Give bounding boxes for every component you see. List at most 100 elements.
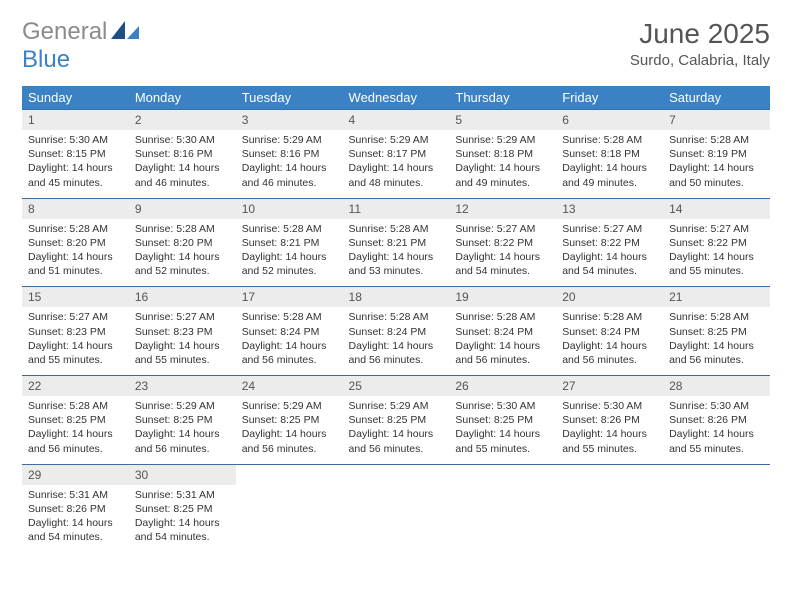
calendar-day-cell: 30Sunrise: 5:31 AMSunset: 8:25 PMDayligh…	[129, 464, 236, 552]
day-body: Sunrise: 5:28 AMSunset: 8:24 PMDaylight:…	[343, 307, 450, 375]
day-number: 5	[449, 110, 556, 130]
weekday-header: Tuesday	[236, 86, 343, 110]
calendar-table: SundayMondayTuesdayWednesdayThursdayFrid…	[22, 86, 770, 552]
day-body: Sunrise: 5:28 AMSunset: 8:25 PMDaylight:…	[22, 396, 129, 464]
day-number: 1	[22, 110, 129, 130]
calendar-week-row: 15Sunrise: 5:27 AMSunset: 8:23 PMDayligh…	[22, 287, 770, 376]
day-body: Sunrise: 5:28 AMSunset: 8:20 PMDaylight:…	[129, 219, 236, 287]
calendar-week-row: 22Sunrise: 5:28 AMSunset: 8:25 PMDayligh…	[22, 376, 770, 465]
calendar-day-cell: 29Sunrise: 5:31 AMSunset: 8:26 PMDayligh…	[22, 464, 129, 552]
day-number: 24	[236, 376, 343, 396]
day-body: Sunrise: 5:28 AMSunset: 8:19 PMDaylight:…	[663, 130, 770, 198]
calendar-day-cell: 7Sunrise: 5:28 AMSunset: 8:19 PMDaylight…	[663, 110, 770, 199]
day-number: 13	[556, 199, 663, 219]
page-title: June 2025	[630, 18, 770, 50]
calendar-day-cell	[449, 464, 556, 552]
logo-sail-icon	[111, 21, 139, 39]
day-body: Sunrise: 5:29 AMSunset: 8:25 PMDaylight:…	[343, 396, 450, 464]
calendar-day-cell: 19Sunrise: 5:28 AMSunset: 8:24 PMDayligh…	[449, 287, 556, 376]
weekday-header: Monday	[129, 86, 236, 110]
calendar-week-row: 1Sunrise: 5:30 AMSunset: 8:15 PMDaylight…	[22, 110, 770, 199]
day-body: Sunrise: 5:27 AMSunset: 8:23 PMDaylight:…	[22, 307, 129, 375]
day-number: 4	[343, 110, 450, 130]
day-body: Sunrise: 5:28 AMSunset: 8:21 PMDaylight:…	[343, 219, 450, 287]
day-body: Sunrise: 5:31 AMSunset: 8:25 PMDaylight:…	[129, 485, 236, 553]
calendar-day-cell: 25Sunrise: 5:29 AMSunset: 8:25 PMDayligh…	[343, 376, 450, 465]
day-body: Sunrise: 5:29 AMSunset: 8:18 PMDaylight:…	[449, 130, 556, 198]
calendar-day-cell: 2Sunrise: 5:30 AMSunset: 8:16 PMDaylight…	[129, 110, 236, 199]
day-number: 14	[663, 199, 770, 219]
day-body: Sunrise: 5:28 AMSunset: 8:24 PMDaylight:…	[556, 307, 663, 375]
calendar-day-cell: 12Sunrise: 5:27 AMSunset: 8:22 PMDayligh…	[449, 198, 556, 287]
day-number: 26	[449, 376, 556, 396]
day-number: 7	[663, 110, 770, 130]
calendar-day-cell: 15Sunrise: 5:27 AMSunset: 8:23 PMDayligh…	[22, 287, 129, 376]
logo-text-blue: Blue	[22, 46, 70, 73]
calendar-day-cell: 18Sunrise: 5:28 AMSunset: 8:24 PMDayligh…	[343, 287, 450, 376]
day-body: Sunrise: 5:27 AMSunset: 8:23 PMDaylight:…	[129, 307, 236, 375]
page-subtitle: Surdo, Calabria, Italy	[630, 52, 770, 69]
calendar-body: 1Sunrise: 5:30 AMSunset: 8:15 PMDaylight…	[22, 110, 770, 553]
calendar-day-cell: 13Sunrise: 5:27 AMSunset: 8:22 PMDayligh…	[556, 198, 663, 287]
day-number: 17	[236, 287, 343, 307]
calendar-day-cell: 11Sunrise: 5:28 AMSunset: 8:21 PMDayligh…	[343, 198, 450, 287]
day-number: 22	[22, 376, 129, 396]
logo: General Blue	[22, 18, 139, 74]
calendar-day-cell	[663, 464, 770, 552]
day-number: 9	[129, 199, 236, 219]
weekday-header: Friday	[556, 86, 663, 110]
calendar-day-cell: 16Sunrise: 5:27 AMSunset: 8:23 PMDayligh…	[129, 287, 236, 376]
day-body: Sunrise: 5:30 AMSunset: 8:16 PMDaylight:…	[129, 130, 236, 198]
day-body: Sunrise: 5:30 AMSunset: 8:15 PMDaylight:…	[22, 130, 129, 198]
day-number: 30	[129, 465, 236, 485]
day-body: Sunrise: 5:29 AMSunset: 8:25 PMDaylight:…	[129, 396, 236, 464]
weekday-header: Wednesday	[343, 86, 450, 110]
day-body: Sunrise: 5:27 AMSunset: 8:22 PMDaylight:…	[556, 219, 663, 287]
calendar-day-cell: 9Sunrise: 5:28 AMSunset: 8:20 PMDaylight…	[129, 198, 236, 287]
calendar-day-cell	[236, 464, 343, 552]
title-block: June 2025 Surdo, Calabria, Italy	[630, 18, 770, 69]
calendar-day-cell	[556, 464, 663, 552]
day-number: 19	[449, 287, 556, 307]
day-body: Sunrise: 5:30 AMSunset: 8:26 PMDaylight:…	[663, 396, 770, 464]
day-body: Sunrise: 5:29 AMSunset: 8:25 PMDaylight:…	[236, 396, 343, 464]
day-number: 15	[22, 287, 129, 307]
day-body: Sunrise: 5:29 AMSunset: 8:17 PMDaylight:…	[343, 130, 450, 198]
calendar-day-cell: 3Sunrise: 5:29 AMSunset: 8:16 PMDaylight…	[236, 110, 343, 199]
calendar-day-cell: 23Sunrise: 5:29 AMSunset: 8:25 PMDayligh…	[129, 376, 236, 465]
day-number: 10	[236, 199, 343, 219]
day-number: 29	[22, 465, 129, 485]
calendar-day-cell: 24Sunrise: 5:29 AMSunset: 8:25 PMDayligh…	[236, 376, 343, 465]
calendar-day-cell: 27Sunrise: 5:30 AMSunset: 8:26 PMDayligh…	[556, 376, 663, 465]
day-number: 8	[22, 199, 129, 219]
day-number: 3	[236, 110, 343, 130]
day-body: Sunrise: 5:28 AMSunset: 8:18 PMDaylight:…	[556, 130, 663, 198]
calendar-day-cell: 14Sunrise: 5:27 AMSunset: 8:22 PMDayligh…	[663, 198, 770, 287]
day-body: Sunrise: 5:28 AMSunset: 8:21 PMDaylight:…	[236, 219, 343, 287]
weekday-header: Thursday	[449, 86, 556, 110]
calendar-day-cell: 22Sunrise: 5:28 AMSunset: 8:25 PMDayligh…	[22, 376, 129, 465]
day-number: 11	[343, 199, 450, 219]
calendar-day-cell	[343, 464, 450, 552]
calendar-day-cell: 4Sunrise: 5:29 AMSunset: 8:17 PMDaylight…	[343, 110, 450, 199]
day-body: Sunrise: 5:27 AMSunset: 8:22 PMDaylight:…	[663, 219, 770, 287]
day-body: Sunrise: 5:28 AMSunset: 8:24 PMDaylight:…	[449, 307, 556, 375]
logo-text-general: General	[22, 18, 107, 45]
calendar-day-cell: 28Sunrise: 5:30 AMSunset: 8:26 PMDayligh…	[663, 376, 770, 465]
calendar-day-cell: 17Sunrise: 5:28 AMSunset: 8:24 PMDayligh…	[236, 287, 343, 376]
weekday-header-row: SundayMondayTuesdayWednesdayThursdayFrid…	[22, 86, 770, 110]
day-body: Sunrise: 5:28 AMSunset: 8:20 PMDaylight:…	[22, 219, 129, 287]
calendar-day-cell: 26Sunrise: 5:30 AMSunset: 8:25 PMDayligh…	[449, 376, 556, 465]
day-number: 18	[343, 287, 450, 307]
weekday-header: Saturday	[663, 86, 770, 110]
day-body: Sunrise: 5:31 AMSunset: 8:26 PMDaylight:…	[22, 485, 129, 553]
day-number: 16	[129, 287, 236, 307]
calendar-day-cell: 10Sunrise: 5:28 AMSunset: 8:21 PMDayligh…	[236, 198, 343, 287]
weekday-header: Sunday	[22, 86, 129, 110]
day-body: Sunrise: 5:27 AMSunset: 8:22 PMDaylight:…	[449, 219, 556, 287]
day-number: 2	[129, 110, 236, 130]
day-number: 25	[343, 376, 450, 396]
calendar-week-row: 29Sunrise: 5:31 AMSunset: 8:26 PMDayligh…	[22, 464, 770, 552]
day-body: Sunrise: 5:29 AMSunset: 8:16 PMDaylight:…	[236, 130, 343, 198]
day-body: Sunrise: 5:28 AMSunset: 8:24 PMDaylight:…	[236, 307, 343, 375]
